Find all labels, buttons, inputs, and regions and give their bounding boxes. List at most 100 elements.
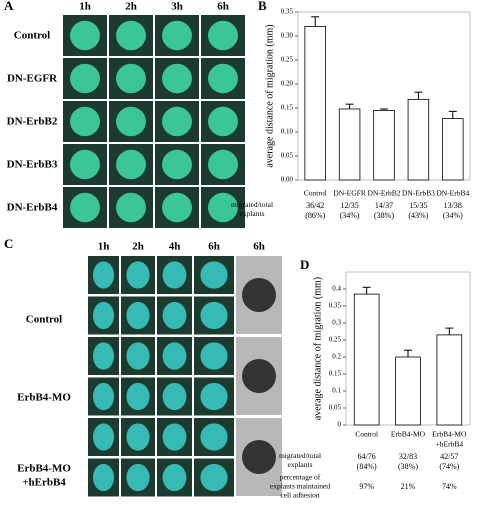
explant [92, 342, 115, 370]
explant [162, 261, 187, 289]
x-tick-label: Control [304, 189, 327, 198]
explant [162, 301, 187, 330]
bar [436, 334, 463, 426]
x-tick-label: ErbB4-MO [391, 430, 426, 439]
table-cell: (86%) [305, 211, 325, 220]
explant [200, 382, 228, 411]
x-tick-label: Control [355, 430, 378, 439]
table-cell: 36/42 [306, 201, 324, 210]
explant [200, 463, 228, 492]
explant [92, 301, 115, 330]
x-tick-label: DN-ErbB3 [402, 189, 435, 198]
column-header: 3h [171, 1, 183, 13]
table-row-label: migrated/total [279, 451, 321, 460]
explant [70, 192, 100, 223]
y-tick-label: 0.20 [281, 80, 294, 88]
y-tick-label: 0.15 [329, 370, 342, 378]
explant [70, 106, 100, 137]
explant [208, 63, 238, 94]
table-row-label: explants [240, 209, 265, 218]
table-cell: 21% [401, 482, 416, 491]
y-tick-label: 0.35 [329, 302, 342, 310]
explant [116, 106, 146, 137]
explant [126, 382, 150, 411]
explant [208, 149, 238, 180]
table-cell: 42/57 [440, 452, 458, 461]
explant [126, 301, 150, 330]
panel-label: B [258, 0, 267, 13]
table-cell: 15/35 [409, 201, 427, 210]
explant [162, 106, 192, 137]
x-tick-label: ErbB4-MO [432, 430, 467, 439]
x-tick-label: DN-EGFR [333, 189, 366, 198]
explant [162, 423, 187, 451]
column-header: 1h [79, 1, 91, 13]
explant [126, 342, 150, 370]
explant-dic [242, 440, 276, 474]
y-tick-label: 0.30 [281, 32, 294, 40]
explant [162, 149, 192, 180]
panel-label: C [4, 236, 13, 251]
bar [373, 110, 395, 181]
y-tick-label: 0.4 [332, 285, 341, 293]
table-cell: 14/37 [375, 201, 393, 210]
explant [162, 463, 187, 492]
column-header: 6h [208, 241, 220, 253]
explant [200, 342, 228, 370]
column-header: 2h [125, 1, 137, 13]
table-cell: (34%) [443, 211, 463, 220]
column-header: 6h [253, 241, 265, 253]
y-tick-label: 0.25 [329, 336, 342, 344]
row-label: Control [26, 314, 62, 326]
explant [200, 423, 228, 451]
table-row-label: cell adhesion [280, 491, 320, 500]
bar [304, 25, 326, 181]
table-cell: 64/76 [358, 452, 376, 461]
explant [208, 20, 238, 51]
column-header: 2h [132, 241, 144, 253]
y-tick-label: 0.00 [281, 176, 294, 184]
row-label: DN-EGFR [7, 73, 58, 85]
explant [92, 261, 115, 289]
y-axis-label: average distance of migration (mm) [312, 277, 323, 420]
row-label: ErbB4-MO [17, 392, 71, 404]
y-tick-label: 0.35 [281, 8, 294, 16]
table-row-label: percentage of [280, 473, 321, 482]
table-row-label: explants maintained [270, 482, 330, 491]
explant-dic [242, 278, 276, 312]
table-cell: (34%) [340, 211, 360, 220]
y-tick-label: 0.25 [281, 56, 294, 64]
bar [353, 293, 380, 426]
explant [92, 382, 115, 411]
row-label: DN-ErbB3 [7, 159, 58, 171]
explant [200, 261, 228, 289]
panel-label: D [300, 257, 309, 272]
explant [200, 301, 228, 330]
explant-dic [242, 359, 276, 393]
x-tick-label: DN-ErbB2 [368, 189, 401, 198]
y-axis-label: average distance of migration (mm) [264, 24, 275, 167]
explant [126, 423, 150, 451]
explant [116, 149, 146, 180]
explant [162, 63, 192, 94]
bar [442, 118, 464, 181]
explant [70, 63, 100, 94]
explant [126, 463, 150, 492]
explant [92, 423, 115, 451]
table-row-label: migrated/total [231, 200, 273, 209]
row-label: DN-ErbB4 [7, 202, 58, 214]
explant [208, 192, 238, 223]
column-header: 4h [169, 241, 181, 253]
row-label: +hErbB4 [22, 477, 66, 489]
table-row-label: explants [288, 460, 313, 469]
explant [162, 192, 192, 223]
bar [395, 356, 421, 426]
x-tick-label: +hErbB4 [436, 440, 464, 449]
bar [407, 98, 430, 181]
explant [116, 192, 146, 223]
explant [70, 149, 100, 180]
y-tick-label: 0.2 [332, 353, 341, 361]
y-tick-label: 0.3 [332, 319, 341, 327]
table-cell: 13/38 [444, 201, 462, 210]
